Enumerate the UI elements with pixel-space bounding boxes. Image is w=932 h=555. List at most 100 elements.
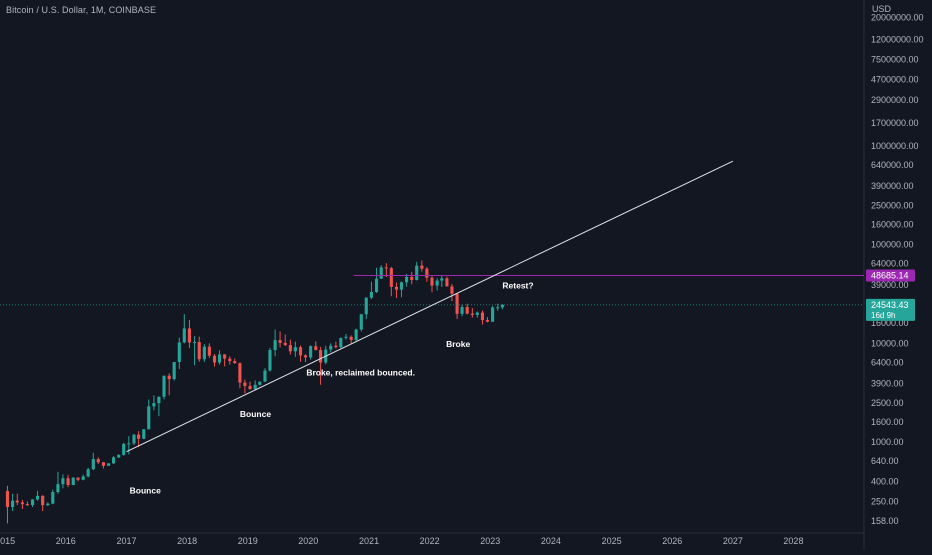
price-badge-value: 24543.43 [871,300,909,310]
symbol-title[interactable]: Bitcoin / U.S. Dollar, 1M, COINBASE [6,5,157,15]
candle-body [228,358,232,362]
candle-body [440,278,444,281]
candle-body [258,381,262,385]
x-tick-label: 2022 [420,536,440,546]
candle-body [475,312,479,315]
candle-body [425,268,429,278]
candle-body [243,382,247,386]
candle-body [142,429,146,439]
y-tick-label: 64000.00 [871,259,909,269]
y-tick-label: 158.00 [871,516,899,526]
candle-body [253,384,257,390]
candle-body [470,313,474,315]
candle-body [465,307,469,314]
y-tick-label: 1000.00 [871,437,904,447]
x-tick-label: 2019 [238,536,258,546]
candle-body [273,340,277,351]
candle-body [167,375,171,380]
candle-body [152,403,156,407]
candle-body [76,477,80,480]
candle-body [197,342,201,360]
candle-body [182,328,186,343]
candle-body [233,361,237,364]
x-tick-label: 2015 [0,536,15,546]
y-tick-label: 16000.00 [871,318,909,328]
annotation-bounce-2019: Bounce [240,409,271,419]
y-tick-label: 640.00 [871,456,899,466]
annotation-broke-reclaimed: Broke, reclaimed bounced. [306,368,415,378]
annotation-bounce-2017: Bounce [130,486,161,496]
annotation-retest: Retest? [502,280,533,290]
candle-body [500,304,504,308]
candle-body [193,342,197,344]
y-tick-label: 4700000.00 [871,74,919,84]
candle-body [460,307,464,314]
candle-body [480,312,485,321]
y-tick-label: 20000000.00 [871,12,924,22]
candle-body [288,345,292,352]
x-tick-label: 2028 [783,536,803,546]
candle-body [137,434,141,439]
candle-body [25,504,29,506]
x-tick-label: 2020 [298,536,318,546]
level-badge [866,269,915,282]
currency-label: USD [872,4,892,14]
candle-body [5,490,10,508]
x-tick-label: 2026 [662,536,682,546]
candle-body [81,476,85,480]
candle-body [293,347,297,352]
x-tick-label: 2021 [359,536,379,546]
candle-body [268,350,272,371]
candle-body [20,502,24,505]
candle-body [101,462,106,466]
candle-body [162,375,166,397]
candle-body [485,320,490,322]
x-tick-label: 2025 [602,536,622,546]
candle-body [339,337,343,348]
drawings-layer[interactable]: Bounce Bounce Broke, reclaimed bounced. Bro… [0,160,864,496]
candle-body [329,345,333,350]
candle-body [319,350,323,363]
x-tick-label: 2023 [480,536,500,546]
candle-body [405,276,409,283]
x-tick-label: 2027 [723,536,743,546]
price-badge [866,298,915,321]
candle-body [41,495,45,506]
y-tick-label: 400.00 [871,476,899,486]
candle-body [309,346,313,358]
candle-body [369,292,373,298]
y-tick-label: 39000.00 [871,280,909,290]
candle-body [334,345,338,348]
candle-body [415,265,419,280]
candle-body [496,307,500,309]
y-tick-label: 3900.00 [871,379,904,389]
candle-body [217,354,222,363]
candle-body [30,499,35,506]
candle-body [435,280,439,286]
candle-body [394,286,399,290]
candle-body [263,370,267,382]
candle-body [132,434,136,444]
candle-body [61,478,65,485]
candle-body [430,277,434,286]
candle-body [127,443,131,445]
candle-body [359,314,363,330]
candle-body [122,443,126,455]
candle-body [491,307,495,322]
annotation-broke: Broke [446,339,470,349]
candle-body [117,454,121,458]
y-tick-label: 6400.00 [871,357,904,367]
candle-body [399,282,404,290]
y-tick-label: 160000.00 [871,219,914,229]
y-tick-label: 1000000.00 [871,141,919,151]
candle-body [349,336,353,341]
candle-body [51,492,55,504]
candle-body [56,484,60,493]
candle-body [455,293,459,314]
candle-body [410,276,414,280]
candle-body [379,267,383,279]
candle-body [384,267,388,269]
level-badge-value: 48685.14 [871,270,909,280]
